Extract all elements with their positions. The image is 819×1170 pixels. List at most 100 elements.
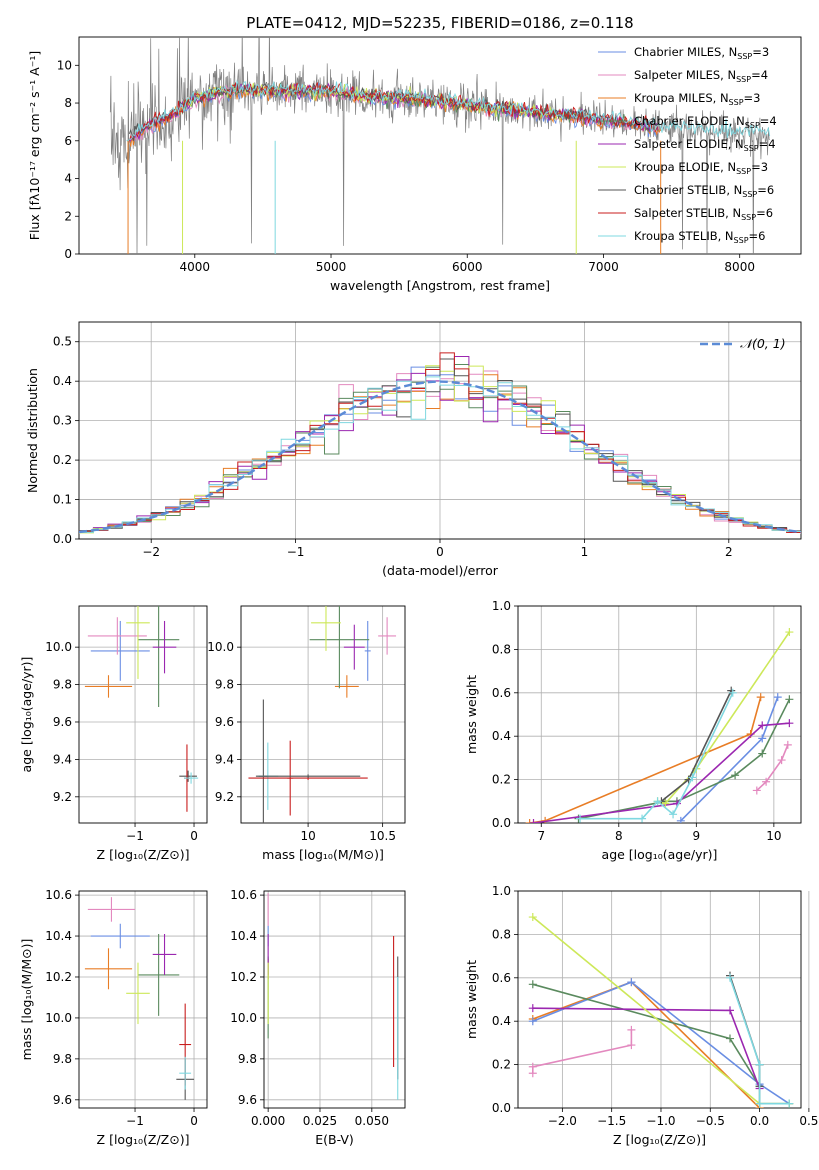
- y-tick-label-3: 10.2: [230, 970, 257, 984]
- weight-series-2: [680, 696, 779, 822]
- y-axis-label: age [log₁₀(age/yr)]: [19, 657, 34, 773]
- weight-marker-0-3: [783, 740, 792, 749]
- errorbars: [267, 893, 399, 1100]
- x-axis-label: Z [log₁₀(Z/Z⊙)]: [97, 847, 190, 862]
- y-tick-label-2: 10.0: [45, 1011, 72, 1025]
- y-axis-label: Flux [fλ10⁻¹⁷ erg cm⁻² s⁻¹ A⁻¹]: [27, 51, 42, 240]
- x-tick-label-1: −1: [287, 545, 305, 559]
- y-tick-label-2: 4: [64, 172, 72, 186]
- y-tick-label-4: 10.4: [45, 929, 72, 943]
- x-tick-label-0: 10: [300, 829, 315, 843]
- y-tick-label-4: 0.8: [492, 927, 511, 941]
- y-tick-label-4: 0.8: [492, 642, 511, 656]
- weight-marker-7-2: [755, 1099, 764, 1108]
- x-tick-label-2: 0: [436, 545, 444, 559]
- panel-spectrum: 4000 5000 6000 7000 8000 0 2 4 6 8 10 wavelength [A…: [27, 36, 802, 293]
- weight-marker-7-0: [726, 973, 735, 982]
- spectrum-model-line-8: [126, 79, 771, 143]
- y-tick-label-0: 9.2: [53, 790, 72, 804]
- weight-marker-2-1: [758, 734, 767, 743]
- x-tick-label-0: −2.0: [548, 1114, 577, 1128]
- legend-entry-5: Kroupa ELODIE, NSSP=3: [634, 160, 768, 176]
- y-tick-label-5: 10.6: [45, 888, 72, 902]
- spectrum-lines: [109, 37, 771, 254]
- figure-title: PLATE=0412, MJD=52235, FIBERID=0186, z=0…: [246, 14, 633, 32]
- x-tick-label-0: −2: [142, 545, 160, 559]
- weight-series-4: [533, 722, 790, 823]
- x-tick-label-3: 7000: [588, 260, 619, 274]
- y-tick-label-4: 8: [64, 96, 72, 110]
- weight-marker-5-3: [785, 628, 794, 637]
- y-tick-label-3: 9.8: [215, 678, 234, 692]
- weight-series-1: [532, 981, 761, 1108]
- legend-sub: SSP: [734, 236, 749, 245]
- residual-steps: [79, 352, 801, 534]
- legend-sub: SSP: [737, 52, 752, 61]
- y-tick-label-5: 1.0: [492, 884, 511, 898]
- gaussian-legend-label: 𝒩(0, 1): [740, 336, 786, 351]
- x-tick-label-1: 0.025: [303, 1114, 337, 1128]
- legend-entry-0: Chabrier MILES, NSSP=3: [634, 45, 769, 61]
- weight-marker-3-4: [758, 749, 767, 758]
- legend-label: Kroupa ELODIE, N: [634, 160, 736, 174]
- legend-label: Salpeter ELODIE, N: [634, 137, 744, 151]
- legend-entry-1: Salpeter MILES, NSSP=4: [634, 68, 768, 84]
- weight-marker-7-1: [638, 814, 647, 823]
- x-tick-label-3: −0.5: [696, 1114, 725, 1128]
- weight-marker-3-1: [726, 1034, 735, 1043]
- y-tick-label-4: 10.4: [230, 929, 257, 943]
- axes-frame: [78, 605, 208, 824]
- y-tick-label-3: 0.6: [492, 971, 511, 985]
- legend-label: Kroupa STELIB, N: [634, 229, 734, 243]
- legend-sub: SSP: [742, 190, 757, 199]
- weight-marker-1-0: [525, 819, 534, 823]
- y-tick-label-2: 0.4: [492, 729, 511, 743]
- weight-marker-7-5: [728, 688, 737, 697]
- weight-marker-7-1: [755, 1060, 764, 1069]
- weight-marker-7-3: [669, 810, 678, 819]
- weight-marker-4-2: [758, 721, 767, 730]
- x-axis-label: E(B-V): [315, 1132, 354, 1147]
- x-tick-label-1: −1.5: [597, 1114, 626, 1128]
- weight-marker-4-3: [785, 719, 794, 728]
- y-tick-label-1: 0.2: [492, 773, 511, 787]
- y-tick-label-5: 10.6: [230, 888, 257, 902]
- axes-frame: [517, 605, 802, 824]
- x-tick-label-1: 8: [615, 829, 623, 843]
- y-tick-label-1: 2: [64, 209, 72, 223]
- x-tick-label-5: 0.5: [799, 1114, 818, 1128]
- x-tick-label-0: 0.000: [251, 1114, 285, 1128]
- x-tick-label-1: 10.5: [369, 829, 396, 843]
- legend-entry-6: Chabrier STELIB, NSSP=6: [634, 183, 774, 199]
- legend-sub: SSP: [736, 167, 751, 176]
- x-tick-label-1: 0: [190, 829, 198, 843]
- x-tick-label-1: 0: [190, 1114, 198, 1128]
- y-tick-label-2: 0.4: [492, 1014, 511, 1028]
- legend-entry-8: Kroupa STELIB, NSSP=6: [634, 229, 765, 245]
- legend-suffix: =3: [752, 45, 769, 59]
- spectrum-model-line-5: [181, 82, 577, 121]
- weight-marker-0-0: [752, 786, 761, 795]
- y-tick-label-2: 9.6: [53, 715, 72, 729]
- x-tick-label-4: 8000: [724, 260, 755, 274]
- y-tick-label-5: 10: [57, 58, 72, 72]
- y-tick-label-1: 0.2: [492, 1058, 511, 1072]
- legend-suffix: =4: [751, 68, 768, 82]
- y-tick-label-4: 0.4: [53, 374, 72, 388]
- legend-entry-3: Chabrier ELODIE, NSSP=4: [634, 114, 777, 130]
- x-tick-label-2: 0.050: [355, 1114, 389, 1128]
- y-tick-label-0: 0.0: [53, 532, 72, 546]
- legend-sub: SSP: [729, 98, 744, 107]
- legend-label: Chabrier ELODIE, N: [634, 114, 745, 128]
- y-tick-label-2: 10.0: [230, 1011, 257, 1025]
- spectrum-legend: Chabrier MILES, NSSP=3 Salpeter MILES, NS…: [598, 45, 777, 245]
- x-axis-label: age [log₁₀(age/yr)]: [602, 847, 718, 862]
- x-axis-label: (data-model)/error: [382, 563, 499, 578]
- legend-suffix: =6: [756, 206, 773, 220]
- x-tick-label-0: −1: [126, 1114, 144, 1128]
- panel-mass_vs_EBV: 0.000 0.025 0.050 9.6 9.8 10.0 10.2 10.4 10.6 E(B…: [230, 888, 406, 1147]
- y-tick-label-2: 9.6: [215, 715, 234, 729]
- panel-residuals: −2 −1 0 1 2 0.0 0.1 0.2 0.3 0.4 0.5 (data-model)/er…: [25, 321, 802, 578]
- y-tick-label-0: 9.6: [53, 1093, 72, 1107]
- y-tick-label-4: 10.0: [207, 640, 234, 654]
